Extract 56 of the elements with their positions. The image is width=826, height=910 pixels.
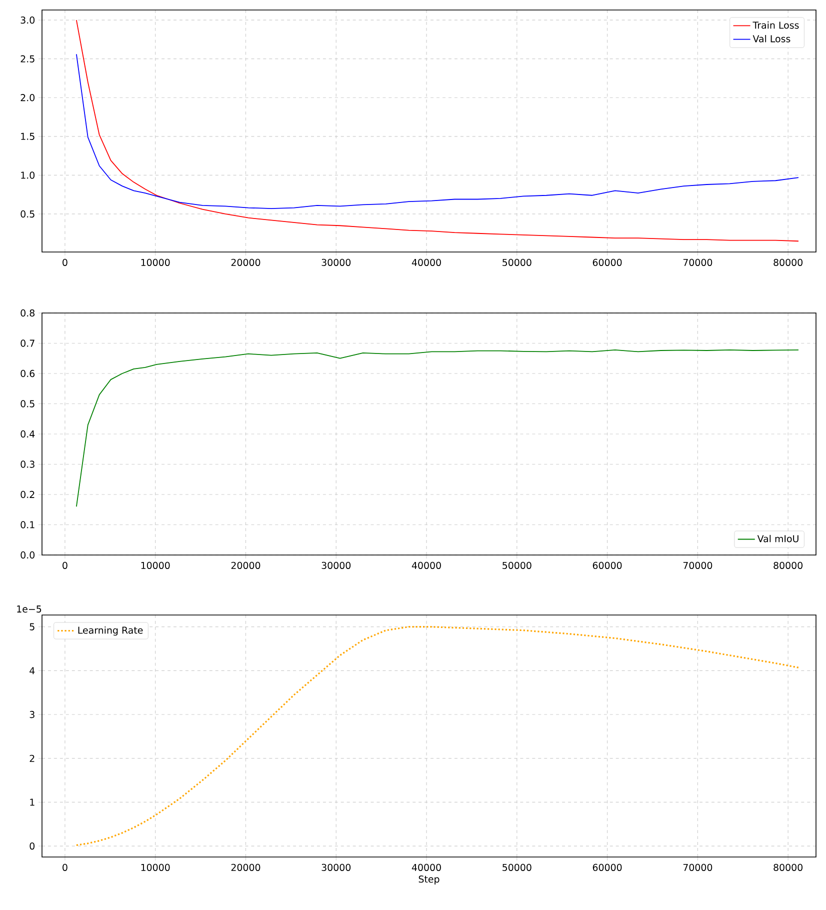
x-tick-label: 10000 (141, 258, 170, 266)
x-tick-label: 0 (62, 562, 68, 570)
text: 1e−5 (17, 606, 42, 613)
y-tick-label: 0.4 (20, 430, 35, 438)
y-tick-label: 0.8 (20, 309, 34, 317)
y-tick-label: 3.0 (20, 16, 35, 24)
x-tick-label: 80000 (774, 562, 802, 570)
y-tick-label: 0.5 (20, 400, 34, 408)
legend-label: Val Loss (752, 35, 790, 42)
x-tick-label: 0 (62, 864, 68, 872)
y-tick-label: 0.1 (20, 521, 34, 528)
legend-label: Train Loss (752, 21, 799, 29)
x-tick-label: 70000 (683, 562, 712, 570)
y-tick-label: 0 (30, 842, 35, 850)
legend-label: Val mIoU (757, 534, 798, 542)
x-tick-label: 60000 (592, 562, 622, 570)
x-tick-label: 20000 (231, 864, 260, 872)
y-tick-label: 3 (30, 710, 34, 718)
x-tick-label: 50000 (502, 258, 532, 266)
legend-label: Learning Rate (78, 626, 143, 636)
x-tick-label: 30000 (322, 864, 351, 872)
x-tick-label: 40000 (412, 864, 441, 872)
x-tick-label: 40000 (412, 562, 441, 570)
y-tick-label: 1.0 (21, 172, 35, 179)
x-tick-label: 80000 (774, 864, 802, 872)
y-tick-label: 1 (30, 798, 34, 806)
y-tick-label: 0.5 (20, 210, 34, 218)
x-tick-label: 20000 (231, 258, 260, 266)
x-tick-label: 40000 (412, 258, 441, 266)
line-series (76, 54, 799, 210)
x-tick-label: 10000 (141, 864, 170, 872)
x-tick-label: 60000 (592, 864, 622, 872)
y-tick-label: 4 (30, 667, 35, 674)
x-tick-label: 20000 (231, 562, 260, 570)
x-tick-label: 60000 (592, 258, 622, 266)
y-tick-label: 2.5 (20, 55, 34, 62)
y-tick-label: 2.0 (20, 94, 35, 102)
x-axis-title: Step (418, 876, 440, 885)
x-tick-label: 50000 (502, 864, 532, 872)
y-tick-label: 2 (30, 754, 34, 762)
line-series (76, 349, 799, 508)
x-tick-label: 50000 (502, 562, 532, 570)
x-tick-label: 30000 (322, 562, 351, 570)
x-tick-label: 80000 (774, 258, 802, 266)
x-tick-label: 70000 (683, 258, 712, 266)
y-tick-label: 0.2 (20, 490, 34, 498)
y-tick-label: 0.0 (20, 551, 35, 559)
y-tick-label: 0.7 (20, 340, 34, 347)
x-tick-label: 10000 (141, 562, 170, 570)
x-tick-label: 0 (62, 258, 68, 266)
y-tick-label: 1.5 (21, 132, 34, 140)
y-tick-label: 0.6 (20, 370, 35, 378)
x-tick-label: 70000 (683, 864, 712, 872)
x-tick-label: 30000 (322, 258, 351, 266)
y-tick-label: 5 (30, 623, 34, 630)
y-tick-label: 0.3 (20, 460, 34, 468)
